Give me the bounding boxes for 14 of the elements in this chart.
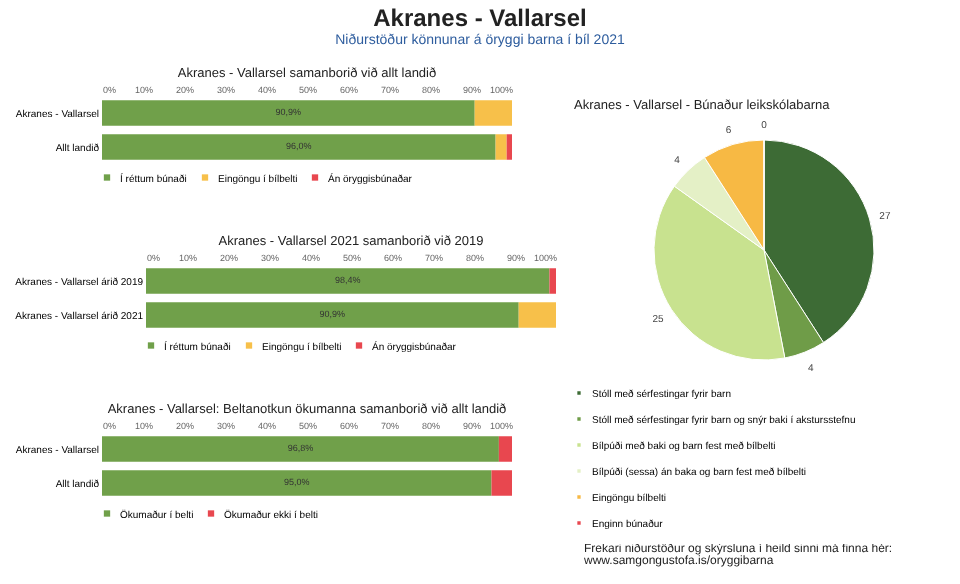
bar	[146, 302, 519, 328]
bar	[102, 134, 496, 160]
bar	[498, 436, 512, 462]
bar	[506, 134, 512, 160]
bar	[518, 302, 556, 328]
bar	[102, 100, 475, 126]
bar	[102, 470, 492, 496]
text: Akranes - Vallarsel	[371, 4, 589, 32]
bar	[495, 134, 507, 160]
bar	[491, 470, 512, 496]
bar	[146, 268, 550, 294]
bar	[474, 100, 512, 126]
bar	[102, 436, 499, 462]
bar	[549, 268, 556, 294]
